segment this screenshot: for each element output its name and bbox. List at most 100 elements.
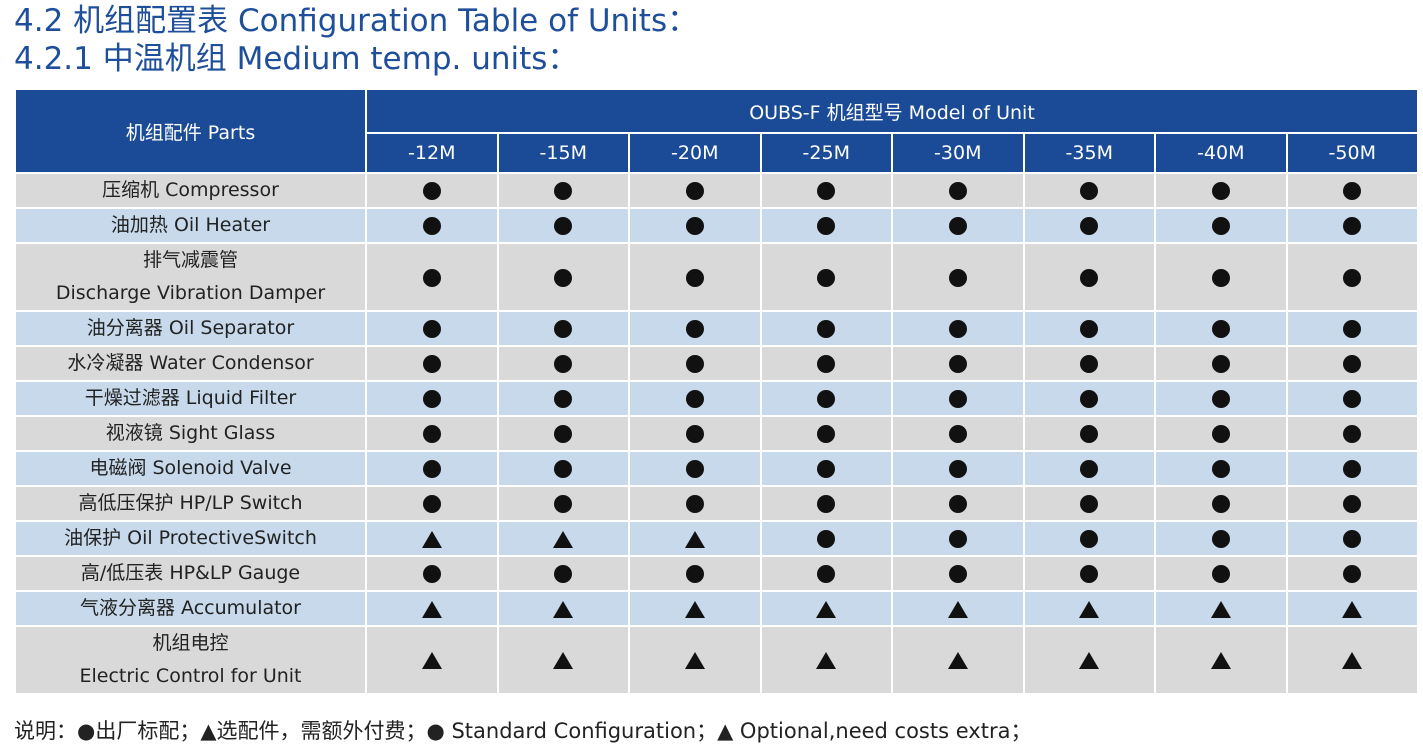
config-cell xyxy=(891,555,1025,592)
standard-dot-icon xyxy=(554,182,573,200)
config-cell xyxy=(1154,242,1288,312)
standard-dot-icon xyxy=(948,182,967,200)
config-cell xyxy=(1022,415,1156,452)
optional-triangle-icon xyxy=(1210,600,1231,618)
config-cell xyxy=(1022,485,1156,522)
standard-dot-icon xyxy=(817,182,836,200)
standard-dot-icon xyxy=(554,495,573,513)
config-cell xyxy=(891,485,1025,522)
standard-dot-icon xyxy=(948,425,967,443)
config-cell xyxy=(496,590,630,627)
standard-dot-icon xyxy=(422,565,441,583)
part-name-line: 高低压保护 HP/LP Switch xyxy=(78,492,303,514)
config-cell xyxy=(891,310,1025,347)
part-name-line: 水冷凝器 Water Condensor xyxy=(67,352,314,374)
config-cell xyxy=(365,625,499,695)
config-cell xyxy=(1285,310,1419,347)
standard-dot-icon xyxy=(948,460,967,478)
standard-dot-icon xyxy=(685,460,704,478)
part-name-cell: 油分离器 Oil Separator xyxy=(14,310,367,347)
config-cell xyxy=(1154,590,1288,627)
optional-triangle-icon xyxy=(553,530,574,548)
part-name-cell: 气液分离器 Accumulator xyxy=(14,590,367,627)
standard-dot-icon xyxy=(1211,530,1230,548)
table-row: 压缩机 Compressor xyxy=(14,172,1419,209)
optional-triangle-icon xyxy=(1342,652,1363,669)
part-name-line: 机组电控 xyxy=(152,632,229,654)
config-cell xyxy=(1154,520,1288,557)
config-cell xyxy=(1022,207,1156,244)
table-row: 油保护 Oil ProtectiveSwitch xyxy=(14,520,1419,557)
config-cell xyxy=(1154,555,1288,592)
standard-dot-icon xyxy=(554,320,573,338)
standard-dot-icon xyxy=(1080,565,1099,583)
config-cell xyxy=(759,555,893,592)
table-row: 气液分离器 Accumulator xyxy=(14,590,1419,627)
model-column-header: -25M xyxy=(759,132,893,174)
standard-dot-icon xyxy=(422,425,441,443)
standard-dot-icon xyxy=(1211,182,1230,200)
config-cell xyxy=(496,415,630,452)
standard-dot-icon xyxy=(1343,425,1362,443)
standard-dot-icon xyxy=(948,268,967,287)
config-cell xyxy=(1154,310,1288,347)
standard-dot-icon xyxy=(1080,495,1099,513)
part-name-cell: 水冷凝器 Water Condensor xyxy=(14,345,367,382)
standard-dot-icon xyxy=(817,495,836,513)
standard-dot-icon xyxy=(685,495,704,513)
table-row: 干燥过滤器 Liquid Filter xyxy=(14,380,1419,417)
model-header: OUBS-F 机组型号 Model of Unit xyxy=(365,88,1419,134)
section-title: 4.2 机组配置表 Configuration Table of Units： xyxy=(14,3,699,39)
standard-dot-icon xyxy=(554,460,573,478)
config-cell xyxy=(365,555,499,592)
standard-dot-icon xyxy=(1343,460,1362,478)
config-cell xyxy=(628,520,762,557)
standard-dot-icon xyxy=(817,530,836,548)
optional-triangle-icon xyxy=(1342,600,1363,618)
config-cell xyxy=(1154,380,1288,417)
standard-dot-icon xyxy=(422,182,441,200)
config-cell xyxy=(1154,450,1288,487)
optional-triangle-icon xyxy=(1079,600,1100,618)
standard-dot-icon xyxy=(1080,460,1099,478)
config-cell xyxy=(496,380,630,417)
part-name-line: 干燥过滤器 Liquid Filter xyxy=(84,387,297,409)
config-cell xyxy=(1285,242,1419,312)
config-cell xyxy=(628,345,762,382)
config-cell xyxy=(1154,415,1288,452)
part-name-cell: 视液镜 Sight Glass xyxy=(14,415,367,452)
table-row: 电磁阀 Solenoid Valve xyxy=(14,450,1419,487)
config-cell xyxy=(1285,520,1419,557)
config-cell xyxy=(1154,485,1288,522)
config-cell xyxy=(628,555,762,592)
standard-dot-icon xyxy=(948,320,967,338)
config-cell xyxy=(1022,450,1156,487)
config-cell xyxy=(365,520,499,557)
optional-triangle-icon xyxy=(947,652,968,669)
standard-dot-icon xyxy=(1080,390,1099,408)
part-name-line: 油加热 Oil Heater xyxy=(110,214,271,236)
config-cell xyxy=(759,207,893,244)
config-cell xyxy=(628,172,762,209)
config-cell xyxy=(628,242,762,312)
standard-dot-icon xyxy=(817,460,836,478)
standard-dot-icon xyxy=(948,355,967,373)
config-cell xyxy=(1154,172,1288,209)
part-name-cell: 压缩机 Compressor xyxy=(14,172,367,209)
standard-dot-icon xyxy=(1080,268,1099,287)
config-cell xyxy=(759,590,893,627)
config-cell xyxy=(1285,485,1419,522)
standard-dot-icon xyxy=(948,530,967,548)
model-column-header: -30M xyxy=(891,132,1025,174)
standard-dot-icon xyxy=(948,565,967,583)
standard-dot-icon xyxy=(1211,355,1230,373)
part-name-line: 高/低压表 HP&LP Gauge xyxy=(80,562,301,584)
standard-dot-icon xyxy=(948,390,967,408)
configuration-table: 机组配件 Parts OUBS-F 机组型号 Model of Unit -12… xyxy=(14,88,1419,695)
config-cell xyxy=(1154,625,1288,695)
standard-dot-icon xyxy=(422,460,441,478)
standard-dot-icon xyxy=(422,355,441,373)
part-name-line: 油分离器 Oil Separator xyxy=(86,317,295,339)
config-cell xyxy=(1022,310,1156,347)
model-column-header: -50M xyxy=(1285,132,1419,174)
